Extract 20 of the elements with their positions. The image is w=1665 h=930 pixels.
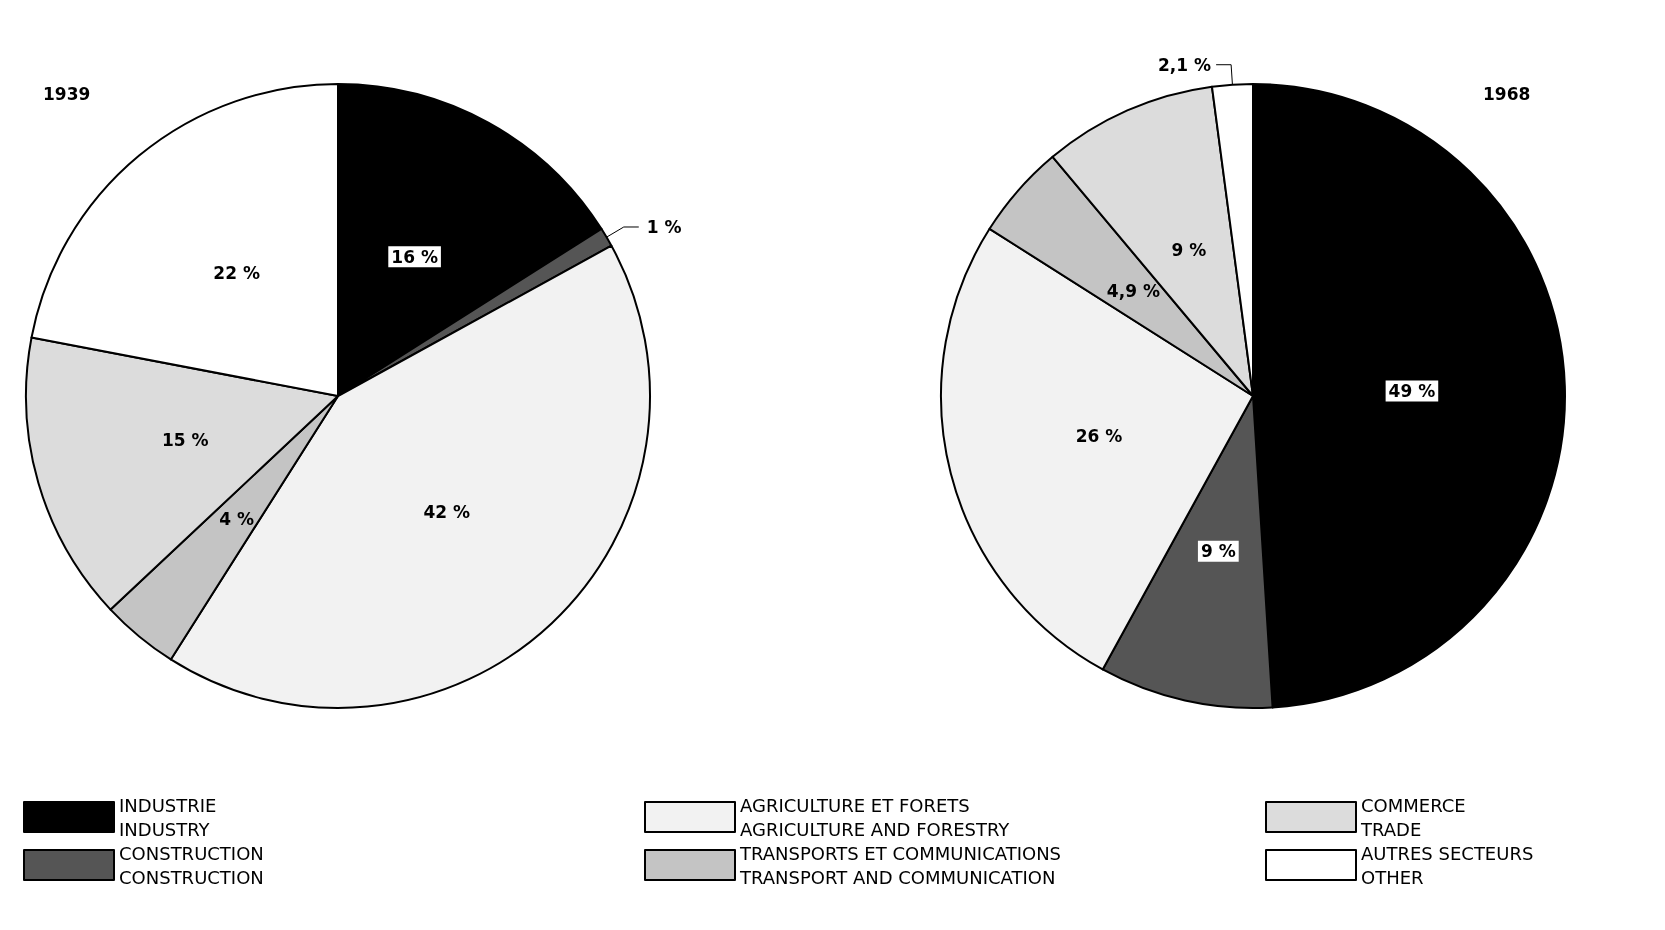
legend-label: AGRICULTURE ET FORETS AGRICULTURE AND FORESTRY [740, 794, 1011, 840]
data-label: 4 % [219, 508, 255, 529]
slice-label: 1968 [1483, 83, 1531, 104]
data-label: 4,9 % [1106, 281, 1160, 302]
legend-label: TRANSPORTS ET COMMUNICATIONS TRANSPORT AND COMMUNICATION [739, 842, 1062, 888]
legend-label: COMMERCE TRADE [1360, 794, 1466, 840]
legend-label: CONSTRUCTION CONSTRUCTION [119, 842, 264, 888]
data-label: 9 % [1171, 240, 1207, 261]
data-label: 49 % [1388, 381, 1436, 402]
data-label: 42 % [423, 501, 471, 522]
data-label: 22 % [213, 263, 260, 284]
slice-label: 1939 [43, 83, 91, 104]
legend-label: INDUSTRIE INDUSTRY [119, 794, 217, 840]
data-label: 9 % [1200, 541, 1236, 562]
legend-label: AUTRES SECTEURS OTHER [1361, 842, 1534, 888]
data-label: 15 % [162, 430, 209, 451]
data-label: 26 % [1075, 425, 1123, 446]
data-label: 1 % [646, 217, 682, 237]
data-label: 16 % [391, 246, 438, 267]
data-label: 2,1 % [1158, 54, 1212, 75]
